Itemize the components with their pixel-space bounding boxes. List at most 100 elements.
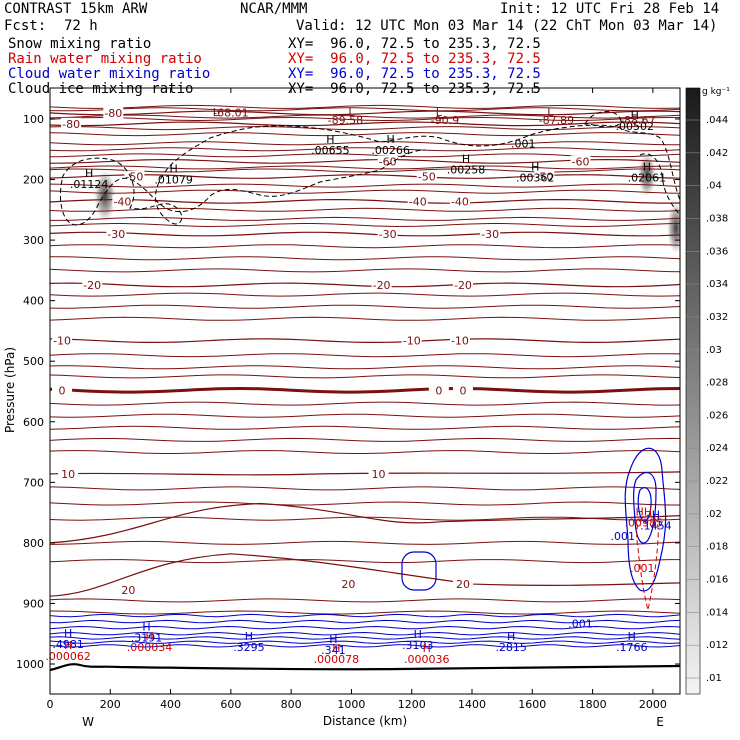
legend-ice-name: Cloud ice mixing ratio (8, 81, 194, 97)
isotherm-label: 0 (459, 384, 466, 397)
colorbar-tick-label: .04 (706, 181, 722, 192)
max-marker-value: .2815 (495, 641, 527, 654)
isotherm-labeled (50, 110, 680, 116)
isotherm (50, 256, 680, 261)
x-tick-label: 200 (100, 698, 121, 711)
isotherm-label: -50 (535, 171, 553, 184)
isotherm-label: 0 (435, 384, 442, 397)
cloud-ice-dashed-contour (584, 111, 622, 128)
cloud-water-stripe (50, 625, 680, 630)
max-marker-letter: H (169, 162, 177, 175)
colorbar-tick-label: .036 (706, 246, 728, 257)
x-tick-label: 1000 (337, 698, 365, 711)
x-tick-label: 2000 (639, 698, 667, 711)
isotherm (50, 268, 680, 273)
cloud-water-stripe (50, 640, 680, 644)
contour-value-label: .001 (630, 562, 655, 575)
header-init: Init: 12 UTC Fri 28 Feb 14 (500, 1, 720, 17)
max-marker-letter: H (631, 109, 639, 122)
max-marker-value: .00362 (516, 171, 555, 184)
low-marker: L (213, 106, 220, 119)
max-marker-value: .3191 (131, 632, 163, 645)
isotherm-labeled (50, 231, 680, 237)
colorbar-tick-label: .034 (706, 279, 728, 290)
isotherm-label: 20 (341, 578, 355, 591)
contour-value-label: .001 (568, 618, 593, 631)
isotherm-label: -60 (379, 155, 397, 168)
cloud-ice-dashed-contour (59, 149, 426, 226)
isotherm-label-bg (82, 278, 103, 291)
isotherm-label-bg (449, 334, 470, 347)
isotherm-label: -10 (53, 335, 71, 348)
max-marker-value: .341 (321, 644, 346, 657)
plot-frame (49, 87, 681, 695)
isotherm-label: -20 (83, 279, 101, 292)
isotherm (50, 501, 680, 506)
y-tick-label: 900 (23, 597, 44, 610)
isotherm (50, 502, 680, 544)
legend-rain-xy: XY= 96.0, 72.5 to 235.3, 72.5 (288, 51, 541, 67)
isotherm (50, 598, 680, 603)
isotherm-label-bg (534, 170, 555, 183)
max-marker-value: .000034 (127, 641, 173, 654)
isotherm-label: -80 (104, 107, 122, 120)
cloud-water-contours (50, 447, 680, 648)
isotherm-label: 20 (121, 584, 135, 597)
isotherm (50, 292, 680, 297)
y-tick-label: 100 (23, 113, 44, 126)
legend-snow-xy: XY= 96.0, 72.5 to 235.3, 72.5 (288, 36, 541, 52)
max-marker-value: .3295 (233, 641, 265, 654)
isotherm-label-bg (371, 278, 392, 291)
legend-cloud-xy: XY= 96.0, 72.5 to 235.3, 72.5 (288, 66, 541, 82)
isotherm-label-bg (407, 195, 428, 208)
legend-rain-name: Rain water mixing ratio (8, 51, 202, 67)
y-tick-label: 700 (23, 476, 44, 489)
x-tick-label: 400 (160, 698, 181, 711)
isotherm (50, 559, 680, 564)
isotherm (50, 107, 680, 112)
max-marker-letter: H (64, 639, 72, 652)
isotherm-label-bg (570, 155, 591, 168)
legend-cloud-name: Cloud water mixing ratio (8, 66, 211, 82)
colorbar-tick-label: .032 (706, 312, 728, 323)
isotherm (50, 425, 680, 430)
max-marker-letter: H (142, 621, 150, 634)
isotherm-label: -60 (572, 155, 590, 168)
isotherm (50, 365, 680, 370)
isotherm-label-bg (416, 170, 437, 183)
ice-shading-east-lower (667, 202, 680, 254)
max-marker-value: .00266 (371, 144, 410, 157)
cloud-water-stripe (50, 619, 680, 624)
max-marker-value: .1766 (616, 641, 648, 654)
x-tick-label: 0 (47, 698, 54, 711)
header-valid: Valid: 12 UTC Mon 03 Mar 14 (22 ChT Mon … (296, 18, 718, 34)
top-value-label: -90.9 (431, 114, 459, 127)
colorbar-tick-label: .028 (706, 378, 728, 389)
isotherm-label-bg (103, 106, 124, 119)
max-marker-letter: H (329, 633, 337, 646)
max-marker-letter: H (64, 627, 72, 640)
contour-value-label: .001 (610, 530, 635, 543)
isotherm-label-bg (106, 228, 127, 241)
isotherm-label-bg (401, 334, 422, 347)
cloud-water-stripe (50, 613, 680, 618)
max-marker-letter: HH (636, 506, 653, 519)
isotherm-label: -40 (409, 195, 427, 208)
max-marker-letter: H (531, 160, 539, 173)
colorbar-tick-label: .03 (706, 345, 722, 356)
isotherm-label: 20 (456, 578, 470, 591)
temperature-contours: -80 -80 -60 -60 -50 -50 -50 -40 -40 -40 -30 -30 -30 -… (50, 104, 680, 615)
isotherm-labeled (50, 282, 680, 288)
isotherm-label-bg (124, 170, 145, 183)
cloud-water-column-east-inner (637, 487, 652, 522)
colorbar-tick-label: .038 (706, 213, 728, 224)
isotherm-labeled (50, 553, 680, 597)
x-tick-label: 1400 (458, 698, 486, 711)
max-marker-value: .00985 (625, 517, 664, 530)
max-marker-value: .000078 (314, 653, 360, 666)
isotherm (50, 165, 680, 170)
isotherm (50, 486, 680, 491)
isotherm-label: -30 (481, 228, 499, 241)
max-marker-letter: H (332, 642, 340, 655)
colorbar-tick-label: .02 (706, 509, 722, 520)
